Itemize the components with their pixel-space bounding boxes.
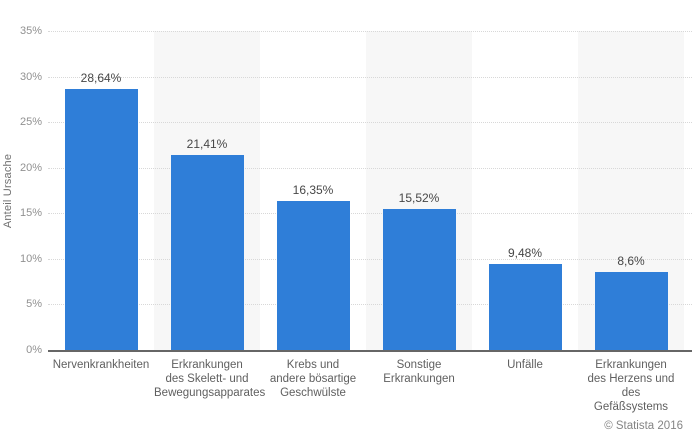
y-tick-label: 10% bbox=[19, 252, 42, 265]
bar-4[interactable] bbox=[382, 208, 456, 350]
gridline bbox=[48, 304, 692, 306]
y-tick-label: 20% bbox=[19, 161, 42, 174]
bar-6[interactable] bbox=[594, 271, 668, 350]
bar-value-label: 9,48% bbox=[507, 245, 543, 260]
bar-3[interactable] bbox=[276, 200, 350, 350]
y-tick-label: 25% bbox=[19, 116, 42, 129]
copyright-note: © Statista 2016 bbox=[604, 420, 683, 432]
y-tick-label: 30% bbox=[19, 70, 42, 83]
y-tick-label: 15% bbox=[19, 207, 42, 220]
gridline bbox=[48, 167, 692, 169]
gridline bbox=[48, 258, 692, 260]
gridline bbox=[48, 76, 692, 78]
bar-2[interactable] bbox=[170, 154, 244, 350]
bar-value-label: 15,52% bbox=[398, 190, 440, 205]
gridline bbox=[48, 31, 692, 32]
bar-1[interactable] bbox=[64, 88, 138, 350]
y-tick-label: 35% bbox=[19, 25, 42, 37]
y-tick-label: 0% bbox=[26, 344, 42, 356]
bar-value-label: 16,35% bbox=[292, 182, 334, 197]
gridline bbox=[48, 122, 692, 124]
x-axis-line bbox=[48, 350, 692, 352]
x-axis-labels: Nervenkrankheiten Erkrankungen des Skelett… bbox=[48, 358, 684, 428]
gridline bbox=[48, 213, 692, 215]
x-category-label: Nervenkrankheiten bbox=[52, 359, 150, 371]
bar-value-label: 8,6% bbox=[617, 253, 645, 268]
bar-value-label: 21,41% bbox=[186, 136, 228, 151]
y-tick-label: 5% bbox=[26, 298, 42, 311]
x-category-label: Erkrankungen des Herzens und des Gefäßsyste… bbox=[587, 359, 675, 413]
y-axis-ticks: 0% 5% 10% 15% 20% 25% 30% 35% bbox=[0, 25, 42, 356]
x-category-label: Unfälle bbox=[507, 359, 543, 371]
plot-area: 28,64% 21,41% 16,35% 15,52% 9,48% 8,6% bbox=[48, 31, 692, 352]
x-category-label: Sonstige Erkrankungen bbox=[383, 359, 455, 385]
bar-value-label: 28,64% bbox=[80, 70, 122, 85]
x-category-label: Krebs und andere bösartige Geschwülste bbox=[269, 359, 357, 399]
x-category-label: Erkrankungen des Skelett- und Bewegungsapp… bbox=[154, 359, 266, 399]
bar-5[interactable] bbox=[488, 263, 562, 350]
